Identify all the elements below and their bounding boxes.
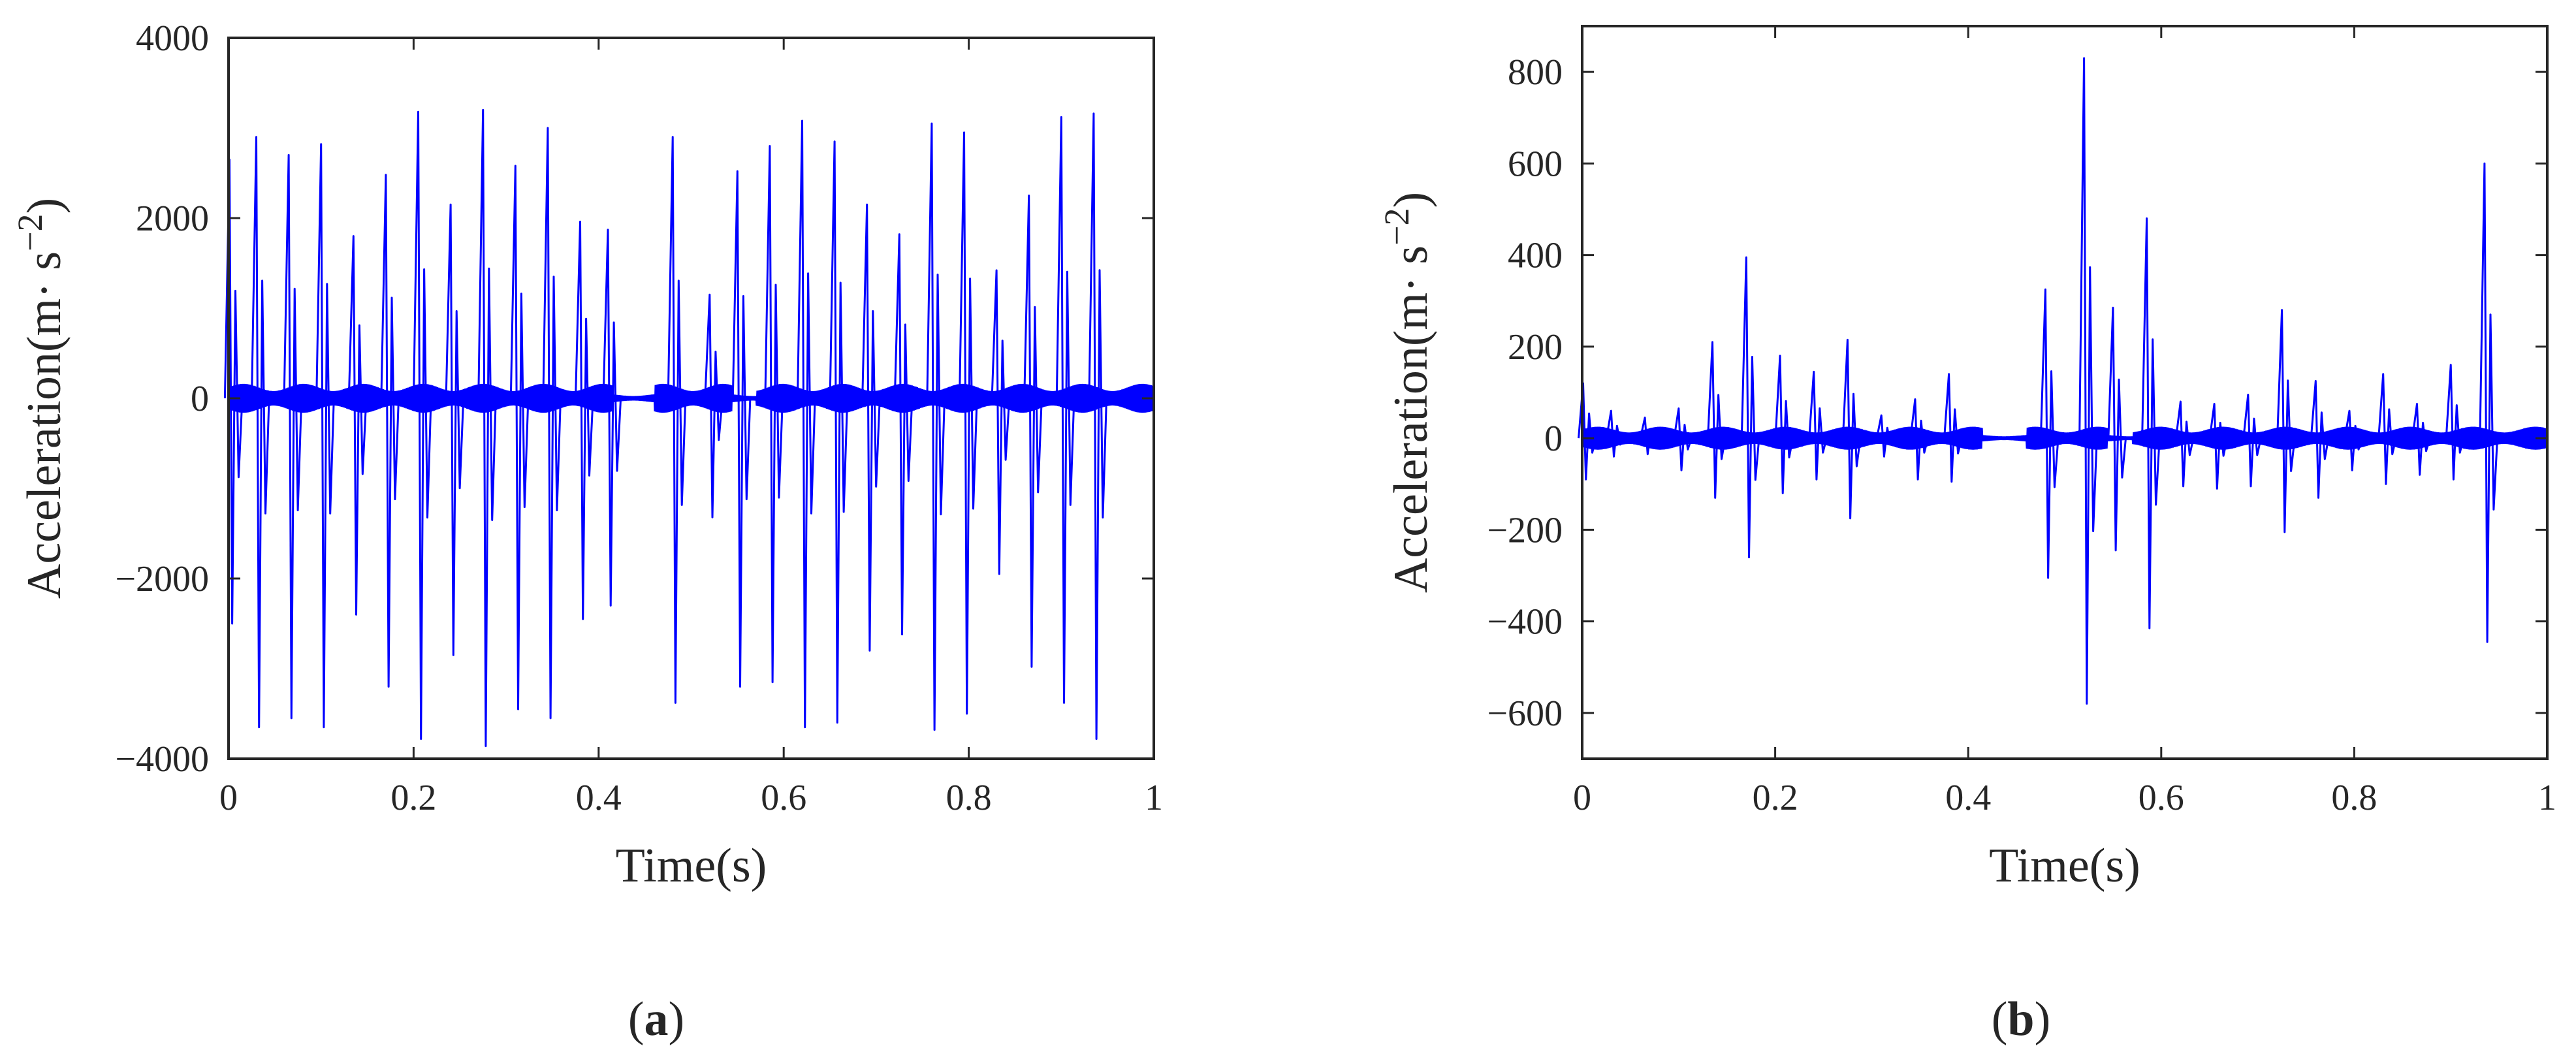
y-tick-label-a-1: −2000 xyxy=(115,559,209,599)
impulse-spike-a-15 xyxy=(731,170,752,688)
impulse-spike-a-24 xyxy=(1023,195,1043,668)
impulse-spike-a-7 xyxy=(445,203,465,656)
impulse-spike-a-16 xyxy=(764,145,784,684)
impulse-spike-b-8 xyxy=(1841,338,1862,520)
impulse-spike-b-4 xyxy=(1707,341,1726,499)
y-axis-label-a: Acceleration(m· s−2) xyxy=(10,198,71,599)
impulse-spike-a-23 xyxy=(991,269,1011,575)
impulse-spike-a-14 xyxy=(704,293,724,518)
x-tick-label-b-4: 0.8 xyxy=(2331,778,2377,818)
y-tick-label-b-0: −600 xyxy=(1487,693,1563,734)
x-tick-label-a-0: 0 xyxy=(219,778,238,818)
impulse-spike-a-22 xyxy=(959,131,978,715)
y-tick-label-b-1: −400 xyxy=(1487,602,1563,643)
impulse-spike-b-21 xyxy=(2344,409,2364,471)
impulse-spike-b-17 xyxy=(2208,403,2229,490)
impulse-spike-a-10 xyxy=(542,127,562,720)
plot-frame-b xyxy=(1581,25,2549,760)
impulse-spike-b-5 xyxy=(1740,256,1760,558)
impulse-spike-a-17 xyxy=(797,119,816,729)
x-tick-label-a-3: 0.6 xyxy=(761,778,806,818)
x-tick-label-b-5: 1 xyxy=(2538,778,2556,818)
impulse-spike-b-19 xyxy=(2276,309,2296,533)
impulse-spike-b-12 xyxy=(2039,288,2059,579)
y-tick-label-b-3: 0 xyxy=(1544,419,1563,459)
y-tick-label-b-5: 400 xyxy=(1508,236,1563,276)
x-tick-label-a-4: 0.8 xyxy=(946,778,992,818)
impulse-spike-b-16 xyxy=(2174,400,2195,488)
panel-label-a: (a) xyxy=(628,992,684,1046)
impulse-spike-b-10 xyxy=(1909,398,1929,481)
y-tick-label-a-3: 2000 xyxy=(136,198,209,239)
impulse-spike-a-1 xyxy=(251,136,270,729)
x-tick-label-a-5: 1 xyxy=(1145,778,1163,818)
y-axis-label-b: Acceleration(m· s−2) xyxy=(1377,192,1438,593)
impulse-spike-b-20 xyxy=(2310,380,2330,499)
tick-group-b: 0 0.2 0.4 0.6 0.8 1 −600 −400 −200 0 200 400 600 800 xyxy=(1487,26,2556,818)
x-tick-label-a-2: 0.4 xyxy=(576,778,622,818)
impulse-spike-a-2 xyxy=(283,153,303,720)
x-axis-label-a: Time(s) xyxy=(616,839,767,893)
y-tick-label-b-7: 800 xyxy=(1508,52,1563,93)
impulse-spike-a-4 xyxy=(347,235,368,616)
impulse-spike-a-8 xyxy=(477,108,497,748)
x-tick-label-a-1: 0.2 xyxy=(390,778,436,818)
impulse-spike-a-13 xyxy=(667,136,687,704)
impulse-spike-a-25 xyxy=(1055,116,1075,704)
baseline-oscillation-a xyxy=(227,383,1155,413)
impulse-spike-b-6 xyxy=(1774,355,1794,494)
y-tick-label-b-4: 200 xyxy=(1508,327,1563,368)
impulse-spike-b-23 xyxy=(2411,403,2431,476)
y-tick-label-a-2: 0 xyxy=(191,379,209,419)
impulse-spike-a-12 xyxy=(602,229,622,607)
tick-group-a: 0 0.2 0.4 0.6 0.8 1 −4000 −2000 0 2000 4000 xyxy=(115,18,1163,818)
baseline-oscillation-b xyxy=(1581,426,2549,450)
impulse-spike-a-6 xyxy=(413,110,432,740)
impulse-spike-b-3 xyxy=(1673,407,1693,471)
x-tick-label-b-3: 0.6 xyxy=(2139,778,2184,818)
signal-trace-b xyxy=(1578,57,2549,705)
impulse-spike-b-2 xyxy=(1639,417,1659,456)
impulse-spike-b-13 xyxy=(2078,57,2098,705)
x-tick-label-b-0: 0 xyxy=(1573,778,1591,818)
y-tick-label-a-4: 4000 xyxy=(136,18,209,59)
impulse-spike-b-14 xyxy=(2107,306,2127,552)
impulse-spike-b-15 xyxy=(2141,217,2161,629)
chart-panel-b: 0 0.2 0.4 0.6 0.8 1−600−400−2000200400600800 … xyxy=(1377,25,2556,1046)
impulse-spike-b-18 xyxy=(2242,394,2262,488)
impulse-spike-a-21 xyxy=(926,122,946,731)
impulse-spike-a-3 xyxy=(315,143,335,729)
impulse-spike-b-24 xyxy=(2445,364,2465,481)
impulse-spike-b-22 xyxy=(2377,373,2397,485)
impulse-spike-a-9 xyxy=(509,165,530,710)
impulse-spike-a-11 xyxy=(575,221,594,620)
x-axis-label-b: Time(s) xyxy=(1989,839,2140,893)
impulse-spike-b-11 xyxy=(1943,373,1963,483)
panel-label-b: (b) xyxy=(1992,992,2050,1046)
impulse-spike-a-20 xyxy=(893,233,914,636)
impulse-spike-a-26 xyxy=(1088,112,1107,740)
impulse-spike-b-9 xyxy=(1875,414,1896,458)
impulse-spike-b-1 xyxy=(1605,409,1625,458)
impulse-spike-a-18 xyxy=(829,140,849,724)
y-tick-label-b-2: −200 xyxy=(1487,510,1563,550)
x-tick-label-b-1: 0.2 xyxy=(1753,778,1798,818)
impulse-spike-b-25 xyxy=(2479,162,2498,643)
impulse-spike-a-19 xyxy=(861,203,881,652)
signal-trace-a xyxy=(223,108,1155,748)
chart-panel-a: 0 0.2 0.4 0.6 0.8 1 −4000 −2000 0 2000 4000 Time(s… xyxy=(10,18,1163,1046)
impulse-spike-a-5 xyxy=(380,174,400,688)
y-tick-label-b-6: 600 xyxy=(1508,144,1563,184)
y-tick-label-a-0: −4000 xyxy=(115,739,209,780)
x-tick-label-b-2: 0.4 xyxy=(1945,778,1991,818)
impulse-spike-b-7 xyxy=(1808,370,1828,481)
